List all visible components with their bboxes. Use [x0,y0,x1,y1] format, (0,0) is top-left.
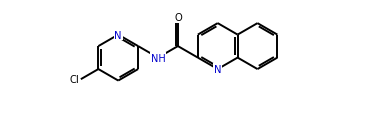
Text: N: N [115,30,122,40]
Text: O: O [174,13,182,23]
Text: NH: NH [151,53,166,63]
Text: N: N [214,65,221,74]
Text: Cl: Cl [69,75,79,84]
